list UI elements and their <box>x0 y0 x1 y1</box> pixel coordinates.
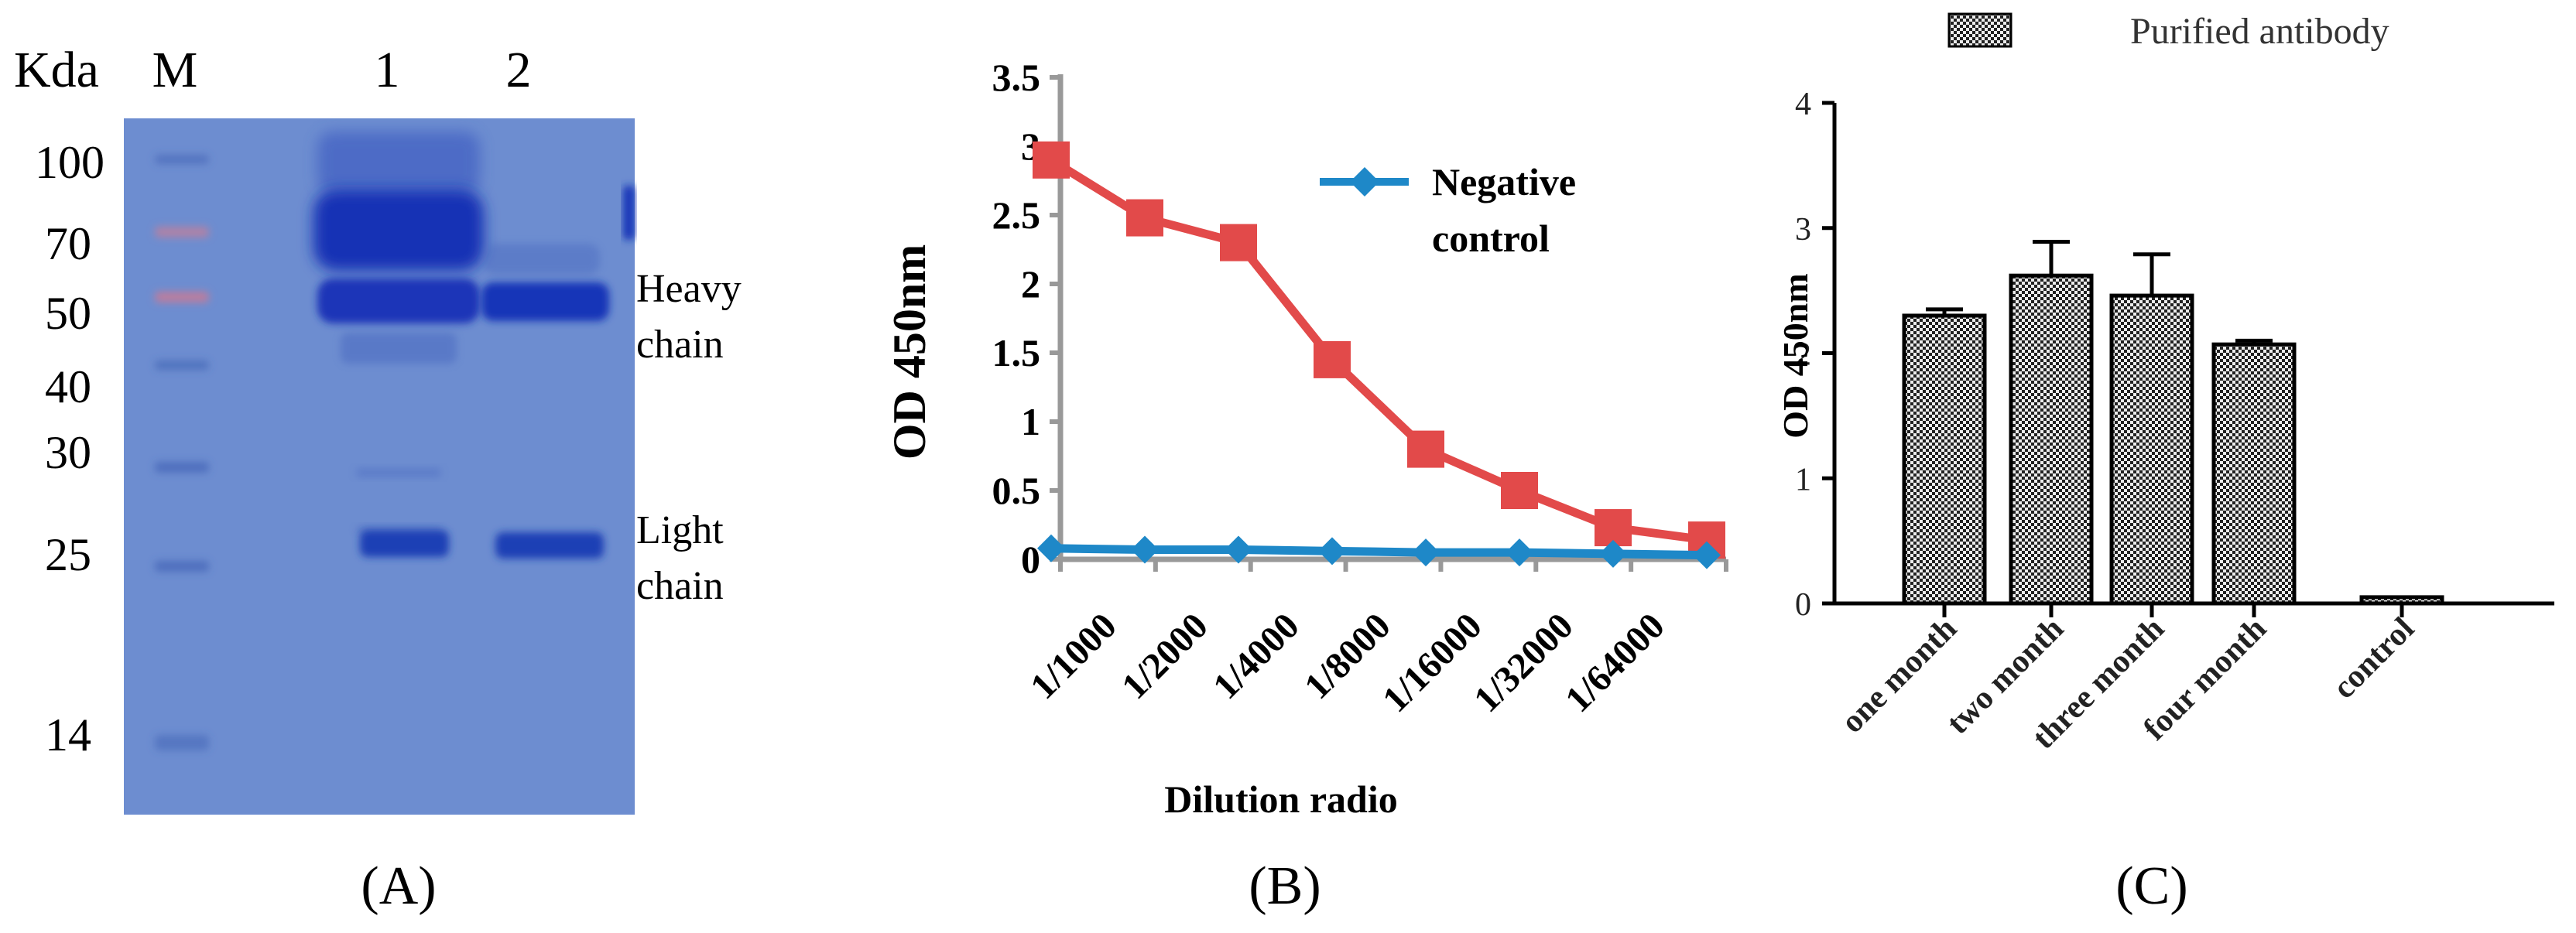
y-tick-label: 0 <box>1795 587 1811 623</box>
marker-label-100: 100 <box>35 137 104 188</box>
band-annotations: Heavy chain Light chain <box>636 267 742 608</box>
legend-label: Purified antibody <box>2130 11 2389 52</box>
marker-labels: 100 70 50 40 30 25 14 <box>35 137 104 760</box>
data-point-square <box>1501 472 1538 509</box>
panel-b-line-chart: 0 0.5 1 1.5 2 2.5 3 3.5 1/1000 1/2000 1/4000 1/8000… <box>820 0 1749 933</box>
x-tick-label: 1/4000 <box>1205 605 1307 707</box>
bar-rect <box>2009 273 2094 606</box>
lane1-light-band <box>360 530 449 557</box>
marker-label-50: 50 <box>45 288 91 339</box>
line-chart: 00.511.522.533.51/10001/20001/40001/8000… <box>884 56 1728 916</box>
marker-label-30: 30 <box>45 427 91 478</box>
bar-rect <box>2359 595 2444 606</box>
y-tick-label: 0 <box>1021 538 1040 581</box>
x-tick-label: 1/32000 <box>1466 605 1581 720</box>
bar-control <box>2359 595 2444 606</box>
x-tick-label: 1/2000 <box>1114 605 1216 707</box>
series-purified-antibody <box>1033 141 1725 559</box>
legend-label-line2: control <box>1432 217 1550 260</box>
marker-band-100 <box>155 155 209 164</box>
panel-c-bar-chart: Purified antibody 0 1 2 3 4 one month two mont… <box>1749 0 2576 933</box>
data-point-diamond <box>1318 537 1346 566</box>
y-tick-label: 2 <box>1021 262 1040 306</box>
x-tick-label: 1/1000 <box>1023 605 1125 707</box>
data-point-square <box>1033 141 1070 179</box>
lane2-heavy-band <box>481 282 609 321</box>
x-tick-label: 1/64000 <box>1557 605 1673 720</box>
data-point-diamond <box>1599 539 1627 568</box>
lane1-band-70 <box>313 190 484 271</box>
marker-lane <box>155 155 209 750</box>
marker-band-70 <box>155 227 209 238</box>
y-tick-label: 3 <box>1795 212 1811 248</box>
bar-two-month <box>2009 240 2094 606</box>
bar-chart-ylabel: OD 450nm <box>1776 273 1815 438</box>
caption-a: (A) <box>361 856 436 916</box>
bar-rect <box>1902 313 1987 606</box>
y-tick-label: 3.5 <box>992 56 1041 99</box>
bar-three-month <box>2109 252 2194 606</box>
data-point-diamond <box>1506 538 1533 567</box>
x-tick-label: control <box>2326 611 2421 706</box>
y-tick-label: 1.5 <box>992 331 1041 374</box>
lane1-heavy-band <box>317 279 480 323</box>
lane2-light-band <box>495 532 604 559</box>
marker-band-40 <box>155 361 209 370</box>
y-tick-label: 0.5 <box>992 469 1041 512</box>
series-negative-control <box>1037 534 1721 569</box>
data-point-diamond <box>1412 538 1440 567</box>
line-chart-series <box>1033 141 1725 569</box>
data-point-square <box>1126 199 1163 237</box>
data-point-square <box>1314 340 1351 378</box>
marker-band-25 <box>155 561 209 572</box>
line-chart-xlabel: Dilution radio <box>1164 778 1397 821</box>
bar-four-month <box>2211 338 2297 606</box>
bar-rect <box>2211 342 2297 606</box>
legend-marker-diamond <box>1350 167 1379 197</box>
caption-c: (C) <box>2115 856 2187 916</box>
lane-label-1: 1 <box>375 42 400 98</box>
bar-one-month <box>1902 307 1987 606</box>
line-chart-ylabel: OD 450nm <box>884 244 935 460</box>
y-tick-label: 2 <box>1795 337 1811 373</box>
line-chart-legend: Negative control <box>1320 160 1576 260</box>
y-tick-label: 1 <box>1795 462 1811 497</box>
y-tick-label: 2.5 <box>992 193 1041 237</box>
gel-figure: Kda M 1 2 100 70 50 40 30 25 14 Heavy ch… <box>14 42 742 916</box>
light-label-line2: chain <box>636 564 724 608</box>
marker-label-14: 14 <box>45 709 91 760</box>
y-tick-label: 1 <box>1021 400 1040 443</box>
marker-band-50 <box>155 292 209 302</box>
bar-rect <box>2109 293 2194 606</box>
data-point-square <box>1220 224 1257 261</box>
light-label-line1: Light <box>636 508 724 552</box>
caption-b: (B) <box>1249 856 1321 916</box>
data-point-square <box>1407 430 1444 468</box>
data-point-diamond <box>1037 534 1065 562</box>
lane-label-m: M <box>152 42 198 98</box>
bar-chart-bars <box>1902 240 2444 606</box>
lane-2 <box>481 244 609 559</box>
marker-label-70: 70 <box>45 218 91 269</box>
kda-label: Kda <box>14 42 99 98</box>
data-point-diamond <box>1131 535 1159 564</box>
series-line <box>1050 544 1708 560</box>
y-tick-label: 4 <box>1795 87 1811 122</box>
legend-label-line1: Negative <box>1432 160 1576 203</box>
legend-swatch <box>1947 12 2012 48</box>
lane-label-2: 2 <box>506 42 532 98</box>
heavy-label-line2: chain <box>636 323 724 367</box>
data-point-diamond <box>1225 535 1252 564</box>
bar-chart-legend: Purified antibody <box>1947 11 2389 52</box>
marker-label-40: 40 <box>45 361 91 412</box>
heavy-label-line1: Heavy <box>636 267 742 311</box>
panel-a-gel: Kda M 1 2 100 70 50 40 30 25 14 Heavy ch… <box>0 0 820 933</box>
x-tick-label: 1/16000 <box>1375 605 1490 720</box>
data-point-diamond <box>1693 541 1721 569</box>
lane-1 <box>313 132 484 557</box>
marker-band-30 <box>155 462 209 473</box>
marker-label-25: 25 <box>45 529 91 580</box>
marker-band-14 <box>155 735 209 750</box>
